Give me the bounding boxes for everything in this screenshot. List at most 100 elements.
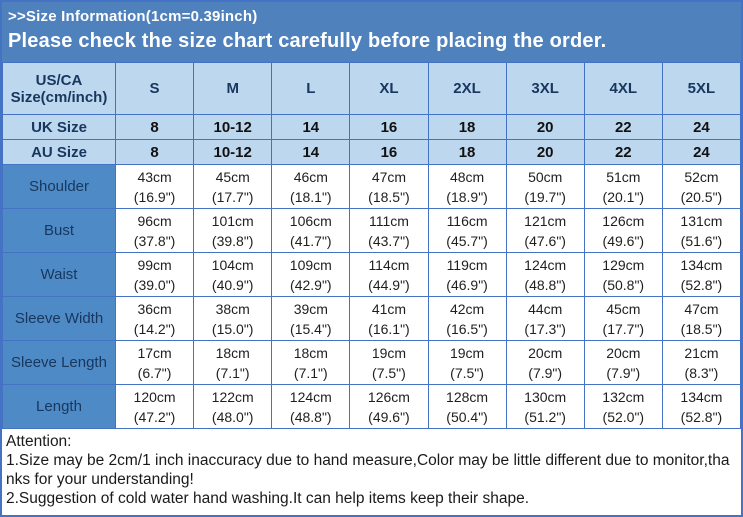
measurement-cm: 132cm bbox=[602, 388, 645, 405]
measurement-cell: 96cm (37.8") bbox=[114, 208, 195, 253]
measurement-cell: 126cm (49.6") bbox=[583, 208, 663, 253]
measurement-inch: (15.0") bbox=[211, 320, 254, 337]
measurement-cm: 106cm bbox=[289, 212, 332, 229]
measurement-cm: 120cm bbox=[133, 388, 176, 405]
measurement-inch: (48.8") bbox=[524, 276, 566, 293]
region-size-value: 22 bbox=[583, 114, 663, 140]
measurement-row: Waist 99cm (39.0") 104cm (40.9") 109cm (42.9")… bbox=[2, 252, 742, 297]
measurement-cell: 104cm (40.9") bbox=[193, 252, 273, 297]
size-header-cell: 5XL bbox=[661, 62, 742, 115]
measurement-cm: 119cm bbox=[446, 256, 488, 273]
measurement-label: Shoulder bbox=[2, 164, 116, 209]
measurement-inch: (42.9") bbox=[290, 276, 332, 293]
measurement-cm: 17cm bbox=[137, 344, 172, 361]
measurement-cm: 20cm bbox=[606, 344, 641, 361]
measurement-cell: 129cm (50.8") bbox=[583, 252, 663, 297]
measurement-cell: 41cm (16.1") bbox=[349, 296, 429, 341]
region-size-value: 14 bbox=[271, 139, 351, 165]
measurement-inch: (49.6") bbox=[602, 232, 645, 249]
measurement-inch: (16.5") bbox=[446, 320, 488, 337]
measurement-inch: (45.7") bbox=[446, 232, 488, 249]
measurement-inch: (49.6") bbox=[368, 408, 410, 425]
au-size-row: AU Size 8 10-12 14 16 18 20 22 24 bbox=[2, 139, 742, 165]
banner: >>Size Information(1cm=0.39inch) Please … bbox=[2, 2, 741, 62]
measurement-cell: 47cm (18.5") bbox=[349, 164, 429, 209]
measurement-inch: (8.3") bbox=[684, 364, 719, 381]
measurement-cm: 39cm bbox=[293, 300, 328, 317]
measurement-inch: (19.7") bbox=[524, 188, 566, 205]
measurement-inch: (52.8") bbox=[680, 408, 723, 425]
measurement-inch: (39.0") bbox=[133, 276, 176, 293]
measurement-inch: (6.7") bbox=[137, 364, 172, 381]
measurement-cell: 121cm (47.6") bbox=[505, 208, 585, 253]
measurement-cell: 44cm (17.3") bbox=[505, 296, 585, 341]
measurement-cell: 116cm (45.7") bbox=[427, 208, 507, 253]
measurement-cell: 128cm (50.4") bbox=[427, 384, 507, 429]
measurement-cm: 46cm bbox=[293, 168, 328, 185]
attention-notes: Attention: 1.Size may be 2cm/1 inch inac… bbox=[2, 429, 741, 515]
measurement-cell: 18cm (7.1") bbox=[193, 340, 273, 385]
measurement-cm: 47cm bbox=[371, 168, 407, 185]
measurement-cell: 38cm (15.0") bbox=[193, 296, 273, 341]
size-header-cell: S bbox=[114, 62, 195, 115]
measurement-cm: 126cm bbox=[367, 388, 410, 405]
size-header-cell: 3XL bbox=[505, 62, 585, 115]
measurement-cell: 126cm (49.6") bbox=[349, 384, 429, 429]
measurement-cm: 45cm bbox=[215, 168, 250, 185]
measurement-row: Sleeve Length 17cm (6.7") 18cm (7.1") 18cm (7.… bbox=[2, 340, 742, 385]
region-size-value: 24 bbox=[661, 139, 742, 165]
measurement-cell: 134cm (52.8") bbox=[661, 252, 742, 297]
measurement-cm: 99cm bbox=[137, 256, 172, 273]
measurement-inch: (43.7") bbox=[368, 232, 410, 249]
measurement-inch: (7.9") bbox=[606, 364, 641, 381]
region-size-value: 20 bbox=[505, 114, 585, 140]
size-header-cell: 2XL bbox=[427, 62, 507, 115]
region-size-value: 20 bbox=[505, 139, 585, 165]
measurement-cm: 104cm bbox=[211, 256, 254, 273]
measurement-cm: 21cm bbox=[684, 344, 719, 361]
measurement-cm: 109cm bbox=[289, 256, 332, 273]
measurement-cm: 101cm bbox=[211, 212, 254, 229]
measurement-cell: 124cm (48.8") bbox=[271, 384, 351, 429]
measurement-cell: 43cm (16.9") bbox=[114, 164, 195, 209]
measurement-cell: 106cm (41.7") bbox=[271, 208, 351, 253]
measurement-inch: (17.7") bbox=[211, 188, 254, 205]
measurement-label: Bust bbox=[2, 208, 116, 253]
measurement-cm: 114cm bbox=[368, 256, 410, 273]
measurement-cm: 126cm bbox=[602, 212, 645, 229]
measurement-cm: 129cm bbox=[602, 256, 645, 273]
measurement-cm: 121cm bbox=[524, 212, 567, 229]
measurement-row: Length 120cm (47.2") 122cm (48.0") 124cm (48.8… bbox=[2, 384, 742, 429]
banner-subtitle: Please check the size chart carefully be… bbox=[8, 30, 607, 52]
measurement-row: Shoulder 43cm (16.9") 45cm (17.7") 46cm (18.1"… bbox=[2, 164, 742, 209]
measurement-cell: 48cm (18.9") bbox=[427, 164, 507, 209]
measurement-cm: 18cm bbox=[293, 344, 328, 361]
measurement-cm: 19cm bbox=[371, 344, 407, 361]
measurement-cm: 124cm bbox=[289, 388, 332, 405]
region-size-value: 24 bbox=[661, 114, 742, 140]
measurement-inch: (47.6") bbox=[524, 232, 566, 249]
region-size-value: 16 bbox=[349, 114, 429, 140]
measurement-inch: (50.4") bbox=[446, 408, 488, 425]
corner-header-cell: US/CA Size(cm/inch) bbox=[2, 62, 116, 115]
measurement-cell: 131cm (51.6") bbox=[661, 208, 742, 253]
region-size-value: 14 bbox=[271, 114, 351, 140]
measurement-label: Length bbox=[2, 384, 116, 429]
measurement-inch: (47.2") bbox=[133, 408, 176, 425]
measurement-inch: (51.6") bbox=[680, 232, 723, 249]
measurement-cm: 96cm bbox=[137, 212, 172, 229]
measurement-inch: (15.4") bbox=[290, 320, 332, 337]
measurement-cell: 101cm (39.8") bbox=[193, 208, 273, 253]
measurement-cell: 21cm (8.3") bbox=[661, 340, 742, 385]
measurement-cm: 47cm bbox=[684, 300, 719, 317]
measurement-cell: 122cm (48.0") bbox=[193, 384, 273, 429]
measurement-cm: 52cm bbox=[684, 168, 719, 185]
measurement-cell: 39cm (15.4") bbox=[271, 296, 351, 341]
measurement-cm: 128cm bbox=[446, 388, 489, 405]
measurement-cell: 134cm (52.8") bbox=[661, 384, 742, 429]
measurement-inch: (51.2") bbox=[524, 408, 566, 425]
measurement-cell: 109cm (42.9") bbox=[271, 252, 351, 297]
measurement-cm: 134cm bbox=[680, 388, 723, 405]
measurement-inch: (37.8") bbox=[133, 232, 176, 249]
